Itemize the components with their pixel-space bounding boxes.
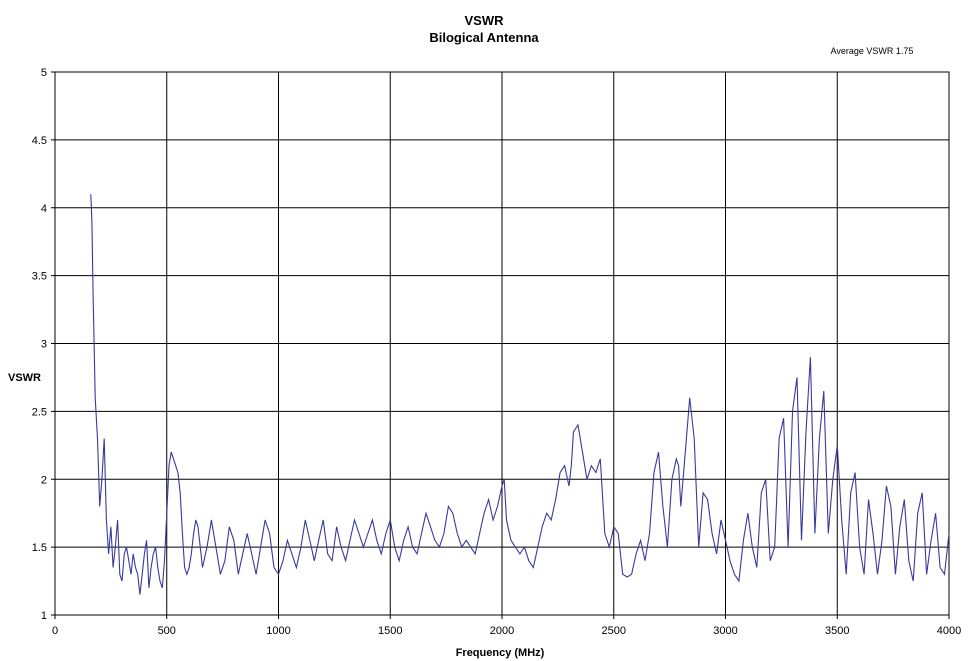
x-axis-label: Frequency (MHz) [456,647,545,659]
x-tick-label: 1000 [266,625,290,637]
x-tick-label: 500 [158,625,176,637]
chart-title: VSWR [465,13,505,28]
vswr-series-line [90,194,950,595]
chart-subtitle: Bilogical Antenna [429,30,539,45]
tick-labels: 0 500 1000 1500 2000 2500 3000 3500 4000 1 1.5 2 2.5… [32,67,962,637]
x-tick-label: 4000 [937,625,961,637]
y-tick-label: 5 [41,67,47,79]
x-tick-label: 0 [52,625,58,637]
x-tick-label: 1500 [378,625,402,637]
y-tick-label: 3 [41,339,47,351]
x-tick-label: 3000 [713,625,737,637]
grid-lines [51,71,950,619]
y-tick-label: 4.5 [32,135,47,147]
y-tick-label: 2 [41,474,47,486]
x-tick-label: 3500 [825,625,849,637]
x-tick-label: 2000 [490,625,514,637]
average-vswr-annotation: Average VSWR 1.75 [831,46,914,56]
y-axis-label: VSWR [8,372,41,384]
y-tick-label: 3.5 [32,271,47,283]
y-tick-label: 1 [41,610,47,622]
y-tick-label: 4 [41,203,47,215]
y-tick-label: 1.5 [32,542,47,554]
x-tick-label: 2500 [602,625,626,637]
y-tick-label: 2.5 [32,406,47,418]
